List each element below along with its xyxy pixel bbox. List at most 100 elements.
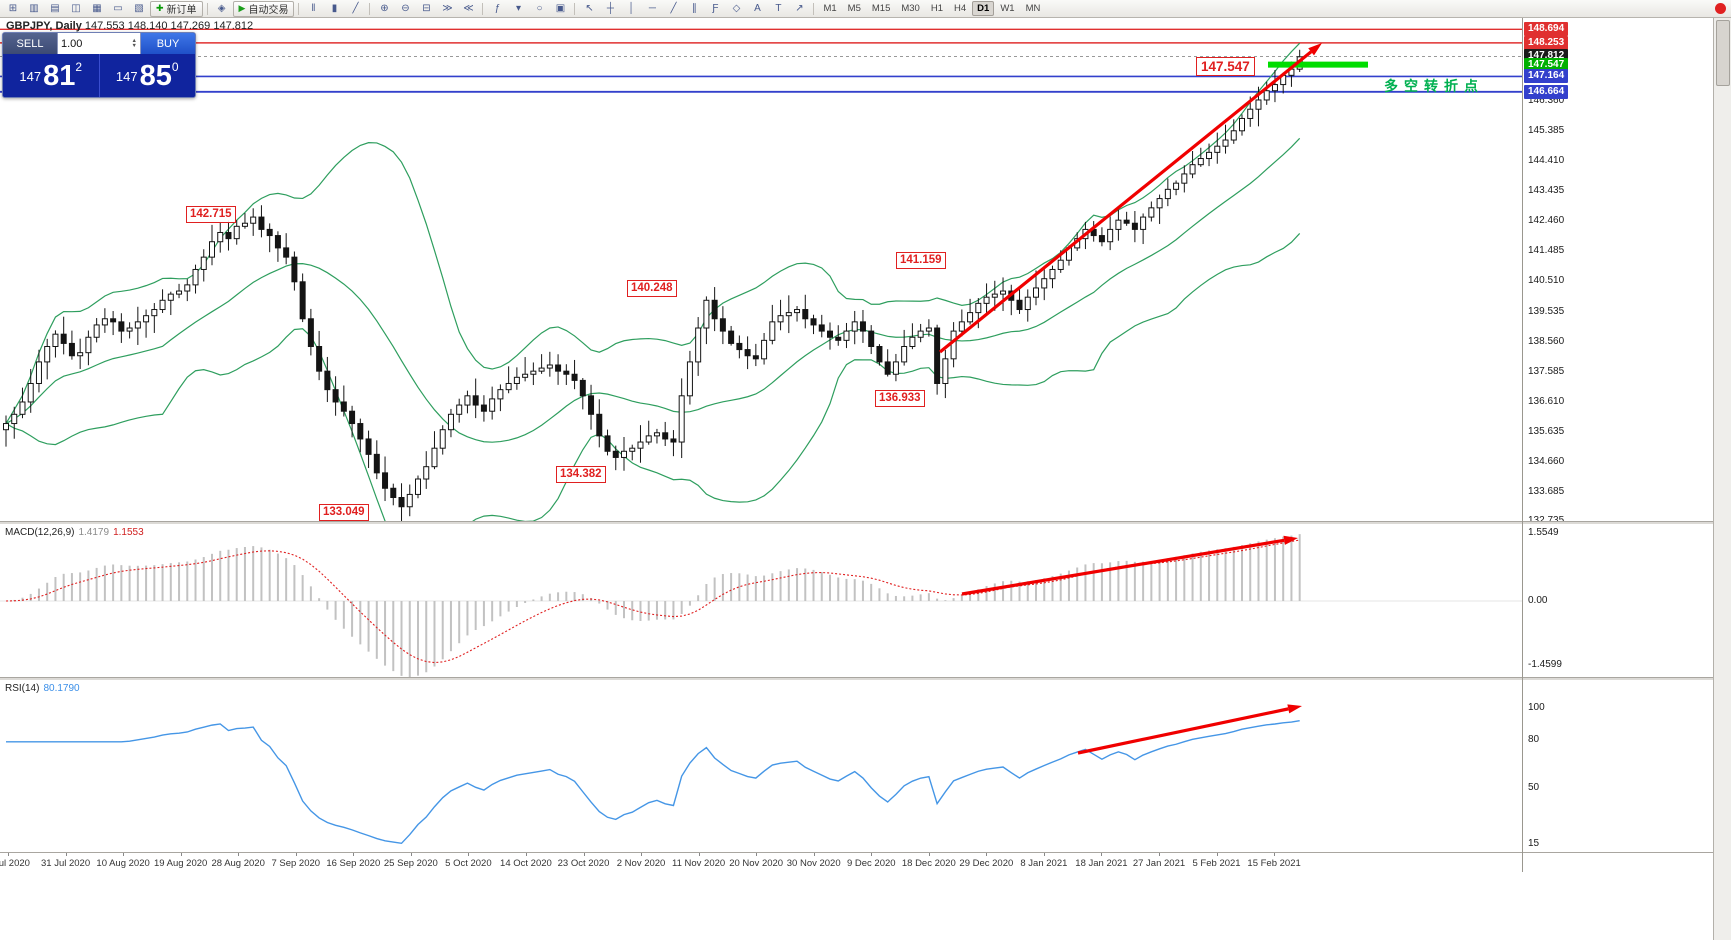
new-chart-icon[interactable]: ⊞ (8, 3, 18, 14)
date-label: 7 Sep 2020 (271, 858, 321, 869)
date-tick (238, 853, 240, 856)
fibonacci-icon[interactable]: Ƒ (712, 3, 719, 14)
timeframe-button-m1[interactable]: M1 (823, 3, 837, 14)
timeframe-button-d1[interactable]: D1 (972, 1, 995, 16)
rsi-indicator-panel[interactable]: RSI(14) 80.1790 100 80 50 15 (0, 680, 1713, 852)
timeframe-button-m15[interactable]: M15 (871, 3, 891, 14)
timeframe-button-h1[interactable]: H1 (930, 3, 943, 14)
market-watch-icon[interactable]: ▤ (50, 3, 60, 14)
price-label-annotation[interactable]: 136.933 (875, 390, 925, 407)
date-label: 29 Dec 2020 (959, 858, 1014, 869)
date-label: 2 Nov 2020 (616, 858, 666, 869)
date-label: 18 Jan 2021 (1075, 858, 1128, 869)
price-label-annotation[interactable]: 141.159 (896, 252, 946, 269)
vertical-scrollbar[interactable] (1713, 18, 1731, 940)
zoom-out-icon[interactable]: ⊖ (401, 3, 410, 14)
periods-icon[interactable]: ○ (536, 3, 543, 14)
toolbar-separator (298, 2, 300, 15)
profiles-icon[interactable]: ▥ (29, 3, 39, 14)
date-label: 25 Sep 2020 (383, 858, 438, 869)
line-chart-icon[interactable]: ╱ (352, 3, 359, 14)
date-tick (1101, 853, 1103, 856)
horizontal-line-icon[interactable]: ─ (648, 3, 657, 14)
scrollbar-thumb[interactable] (1716, 20, 1730, 86)
timeframe-button-m30[interactable]: M30 (901, 3, 920, 14)
symbol-period-label: GBPJPY, Daily (6, 20, 82, 32)
terminal-icon[interactable]: ▭ (113, 3, 123, 14)
volume-input[interactable]: 1.00 ▲ ▼ (57, 33, 141, 54)
auto-scroll-icon[interactable]: ≫ (442, 3, 453, 14)
indicators-dropdown-icon[interactable]: ▾ (515, 3, 521, 14)
shapes-icon[interactable]: ◇ (732, 3, 741, 14)
bull-bear-turning-point-note[interactable]: 多空转折点 (1384, 78, 1484, 94)
date-label: 9 Dec 2020 (846, 858, 896, 869)
vertical-line-icon[interactable]: │ (628, 3, 635, 14)
price-badge: 146.664 (1524, 84, 1569, 99)
crosshair-icon[interactable]: ┼ (606, 3, 615, 14)
strategy-tester-icon[interactable]: ▧ (134, 3, 144, 14)
channel-icon[interactable]: ∥ (691, 3, 697, 14)
sell-price[interactable]: 147 81 2 (3, 54, 99, 97)
candlestick-chart-icon[interactable]: ▮ (331, 3, 338, 14)
date-label: 5 Feb 2021 (1192, 858, 1241, 869)
trendline-icon[interactable]: ╱ (670, 3, 677, 14)
sell-price-point: 2 (75, 60, 83, 74)
price-badge: 147.547 (1524, 57, 1569, 72)
date-label: 19 Aug 2020 (153, 858, 208, 869)
timeframe-button-m5[interactable]: M5 (847, 3, 861, 14)
arrows-tool-icon[interactable]: ↗ (795, 3, 804, 14)
cursor-icon[interactable]: ↖ (585, 3, 594, 14)
date-tick (1216, 853, 1218, 856)
date-tick (698, 853, 700, 856)
main-price-chart[interactable]: GBPJPY, Daily 147.553 148.140 147.269 14… (0, 18, 1713, 576)
trend-arrow[interactable] (938, 43, 1322, 354)
buy-price[interactable]: 147 85 0 (100, 54, 196, 97)
bar-chart-icon[interactable]: ‖ (311, 3, 316, 14)
panel-separator[interactable] (0, 521, 1713, 524)
templates-icon[interactable]: ▣ (555, 3, 566, 14)
buy-button[interactable]: BUY (141, 33, 195, 54)
zoom-in-icon[interactable]: ⊕ (380, 3, 389, 14)
trend-arrow[interactable] (1077, 704, 1302, 755)
text-icon[interactable]: A (754, 3, 761, 14)
timeframe-button-mn[interactable]: MN (1025, 3, 1041, 14)
date-label: 11 Nov 2020 (672, 858, 726, 869)
date-tick (583, 853, 585, 856)
price-label-annotation[interactable]: 134.382 (556, 466, 606, 483)
timeframe-button-h4[interactable]: H4 (954, 3, 967, 14)
timeframe-button-w1[interactable]: W1 (1000, 3, 1015, 14)
date-tick (65, 853, 67, 856)
navigator-icon[interactable]: ▦ (92, 3, 102, 14)
price-label-annotation[interactable]: 140.248 (627, 280, 677, 297)
trend-arrow[interactable] (961, 535, 1298, 596)
metaeditor-icon[interactable]: ◈ (217, 3, 226, 14)
autotrading-button[interactable]: ▶ 自动交易 (232, 0, 295, 17)
tile-windows-icon[interactable]: ⊟ (422, 3, 431, 14)
panel-separator[interactable] (0, 677, 1713, 680)
new-order-button[interactable]: ✚ 新订单 (150, 0, 203, 17)
sell-button[interactable]: SELL (3, 33, 57, 54)
toolbar-separator (574, 2, 576, 15)
macd-indicator-panel[interactable]: MACD(12,26,9) 1.4179 1.1553 1.5549 0.00 -1.4… (0, 524, 1713, 678)
price-badge: 147.164 (1524, 69, 1569, 84)
price-label-annotation[interactable]: 142.715 (186, 206, 236, 223)
date-label: 16 Sep 2020 (326, 858, 381, 869)
horizontal-level-lines[interactable] (0, 28, 1522, 93)
indicators-icon[interactable]: ƒ (494, 3, 501, 14)
toolbar-separator (813, 2, 815, 15)
data-window-icon[interactable]: ◫ (71, 3, 81, 14)
price-badge: 148.694 (1524, 22, 1569, 37)
rsi-canvas (6, 704, 1302, 845)
date-tick (1043, 853, 1045, 856)
chart-title: GBPJPY, Daily 147.553 148.140 147.269 14… (6, 20, 253, 32)
chart-shift-icon[interactable]: ≪ (463, 3, 474, 14)
label-icon[interactable]: T (775, 3, 782, 14)
price-label-annotation[interactable]: 133.049 (319, 504, 369, 521)
price-tick: 139.535 (1528, 305, 1565, 317)
price-axis-border (1522, 18, 1523, 872)
date-tick (986, 853, 988, 856)
price-label-annotation[interactable]: 147.547 (1196, 57, 1255, 76)
price-tick: 142.460 (1528, 215, 1565, 227)
volume-spinner[interactable]: ▲ ▼ (131, 37, 137, 49)
